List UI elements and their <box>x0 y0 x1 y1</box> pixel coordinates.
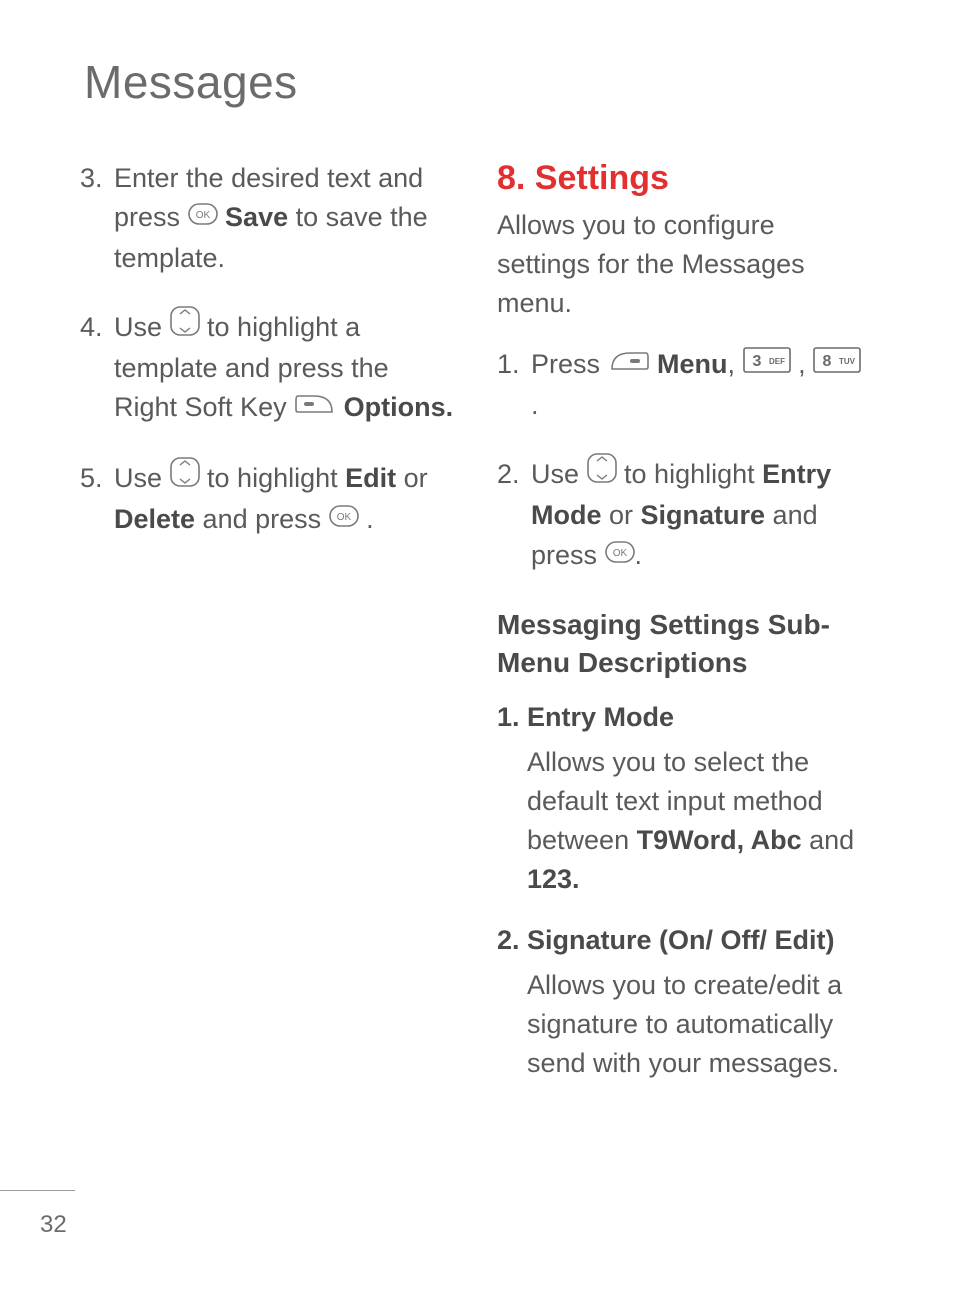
text-run: Menu <box>657 349 728 379</box>
left-column: 3.Enter the desired text and press OK Sa… <box>80 159 457 1110</box>
page-number: 32 <box>40 1211 67 1239</box>
text-run <box>218 202 226 232</box>
step-number: 3. <box>80 159 114 278</box>
text-run: Save <box>225 202 288 232</box>
svg-text:TUV: TUV <box>839 357 856 366</box>
text-run: to highlight <box>617 459 763 489</box>
sub-menu-description: Allows you to create/edit a signature to… <box>497 966 874 1083</box>
step-body: Use to highlight a template and press th… <box>114 308 457 429</box>
sub-menu-label: 1. Entry Mode <box>497 702 874 733</box>
sub-menu-item: 2. Signature (On/ Off/ Edit) Allows you t… <box>497 925 874 1083</box>
instruction-step: 5.Use to highlight Edit or Delete and pr… <box>80 459 457 541</box>
text-run: , <box>791 349 814 379</box>
nav-icon <box>170 457 200 498</box>
page-title: Messages <box>84 55 874 109</box>
nav-icon <box>587 453 617 494</box>
lsoft-icon <box>608 345 650 384</box>
svg-text:8: 8 <box>823 353 832 370</box>
text-run: Edit <box>345 463 396 493</box>
key8-icon: 8 TUV <box>813 345 861 384</box>
instruction-step: 1.Press Menu, 3 DEF , 8 TUV . <box>497 345 874 425</box>
step-number: 5. <box>80 459 114 541</box>
ok-icon: OK <box>329 499 359 538</box>
instruction-step: 4.Use to highlight a template and press … <box>80 308 457 429</box>
instruction-step: 3.Enter the desired text and press OK Sa… <box>80 159 457 278</box>
step-number: 4. <box>80 308 114 429</box>
text-run: Options. <box>344 392 454 422</box>
text-run: Use <box>114 312 170 342</box>
text-run: or <box>602 500 641 530</box>
text-run: and <box>802 825 855 855</box>
text-run: or <box>396 463 428 493</box>
sub-menu-label: 2. Signature (On/ Off/ Edit) <box>497 925 874 956</box>
text-run: and press <box>195 504 329 534</box>
text-run: Signature <box>641 500 766 530</box>
svg-text:OK: OK <box>336 512 351 523</box>
text-run: . <box>359 504 374 534</box>
rsoft-icon <box>294 388 336 427</box>
text-run: 123. <box>527 864 580 894</box>
sub-menu-description: Allows you to select the default text in… <box>497 743 874 900</box>
svg-text:OK: OK <box>612 548 627 559</box>
text-run: to highlight <box>200 463 346 493</box>
step-body: Press Menu, 3 DEF , 8 TUV . <box>531 345 874 425</box>
right-column: 8. Settings Allows you to configure setti… <box>497 159 874 1110</box>
step-body: Use to highlight Entry Mode or Signature… <box>531 455 874 576</box>
sub-menu-item: 1. Entry Mode Allows you to select the de… <box>497 702 874 900</box>
text-run: Allows you to create/edit a signature to… <box>527 970 842 1078</box>
text-run <box>336 392 344 422</box>
step-number: 2. <box>497 455 531 576</box>
instruction-step: 2.Use to highlight Entry Mode or Signatu… <box>497 455 874 576</box>
text-run: . <box>635 540 643 570</box>
svg-text:OK: OK <box>195 210 210 221</box>
text-run: , <box>728 349 743 379</box>
key3-icon: 3 DEF <box>743 345 791 384</box>
step-number: 1. <box>497 345 531 425</box>
svg-text:DEF: DEF <box>769 357 785 366</box>
text-run <box>650 349 658 379</box>
ok-icon: OK <box>605 535 635 574</box>
content-columns: 3.Enter the desired text and press OK Sa… <box>80 159 874 1110</box>
svg-text:3: 3 <box>752 353 761 370</box>
text-run: Press <box>531 349 608 379</box>
ok-icon: OK <box>188 197 218 236</box>
text-run: Use <box>531 459 587 489</box>
text-run: Delete <box>114 504 195 534</box>
text-run: Use <box>114 463 170 493</box>
footer-rule <box>0 1190 75 1191</box>
step-body: Enter the desired text and press OK Save… <box>114 159 457 278</box>
step-body: Use to highlight Edit or Delete and pres… <box>114 459 457 541</box>
section-heading: 8. Settings <box>497 159 874 198</box>
text-run: . <box>531 390 539 420</box>
section-intro: Allows you to configure settings for the… <box>497 206 874 323</box>
sub-heading: Messaging Settings Sub-Menu Descriptions <box>497 606 874 682</box>
text-run: T9Word, Abc <box>637 825 802 855</box>
nav-icon <box>170 306 200 347</box>
